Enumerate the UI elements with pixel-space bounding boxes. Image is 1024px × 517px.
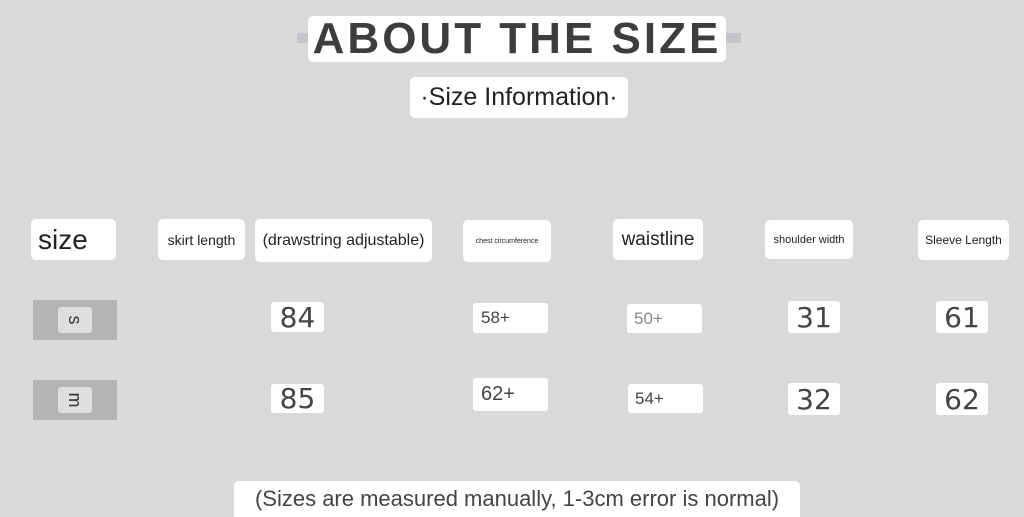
waist-m: 54+ — [628, 384, 703, 413]
footer-note: (Sizes are measured manually, 1-3cm erro… — [234, 481, 800, 517]
page-title: ABOUT THE SIZE — [308, 14, 726, 63]
skirt-length-m: 85 — [271, 382, 324, 415]
size-label-s: s — [33, 300, 117, 340]
header-size: size — [31, 219, 116, 260]
sleeve-m: 62 — [936, 383, 988, 416]
header-sleeve-length: Sleeve Length — [918, 220, 1009, 260]
waist-s: 50+ — [627, 304, 702, 333]
header-shoulder-width: shoulder width — [765, 220, 853, 259]
size-text: m — [58, 387, 92, 413]
header-chest-circumference: chest circumference — [463, 220, 551, 262]
size-label-m: m — [33, 380, 117, 420]
shoulder-m: 32 — [788, 383, 840, 416]
chest-s: 58+ — [473, 303, 548, 333]
header-skirt-length: skirt length — [158, 219, 245, 260]
header-drawstring-adjustable: (drawstring adjustable) — [255, 219, 432, 262]
skirt-length-s: 84 — [271, 301, 324, 334]
header-waistline: waistline — [613, 219, 703, 260]
sleeve-s: 61 — [936, 301, 988, 334]
shoulder-s: 31 — [788, 301, 840, 334]
size-text: s — [58, 307, 92, 333]
page-subtitle: ·Size Information· — [410, 77, 628, 118]
chest-m: 62+ — [473, 378, 548, 411]
